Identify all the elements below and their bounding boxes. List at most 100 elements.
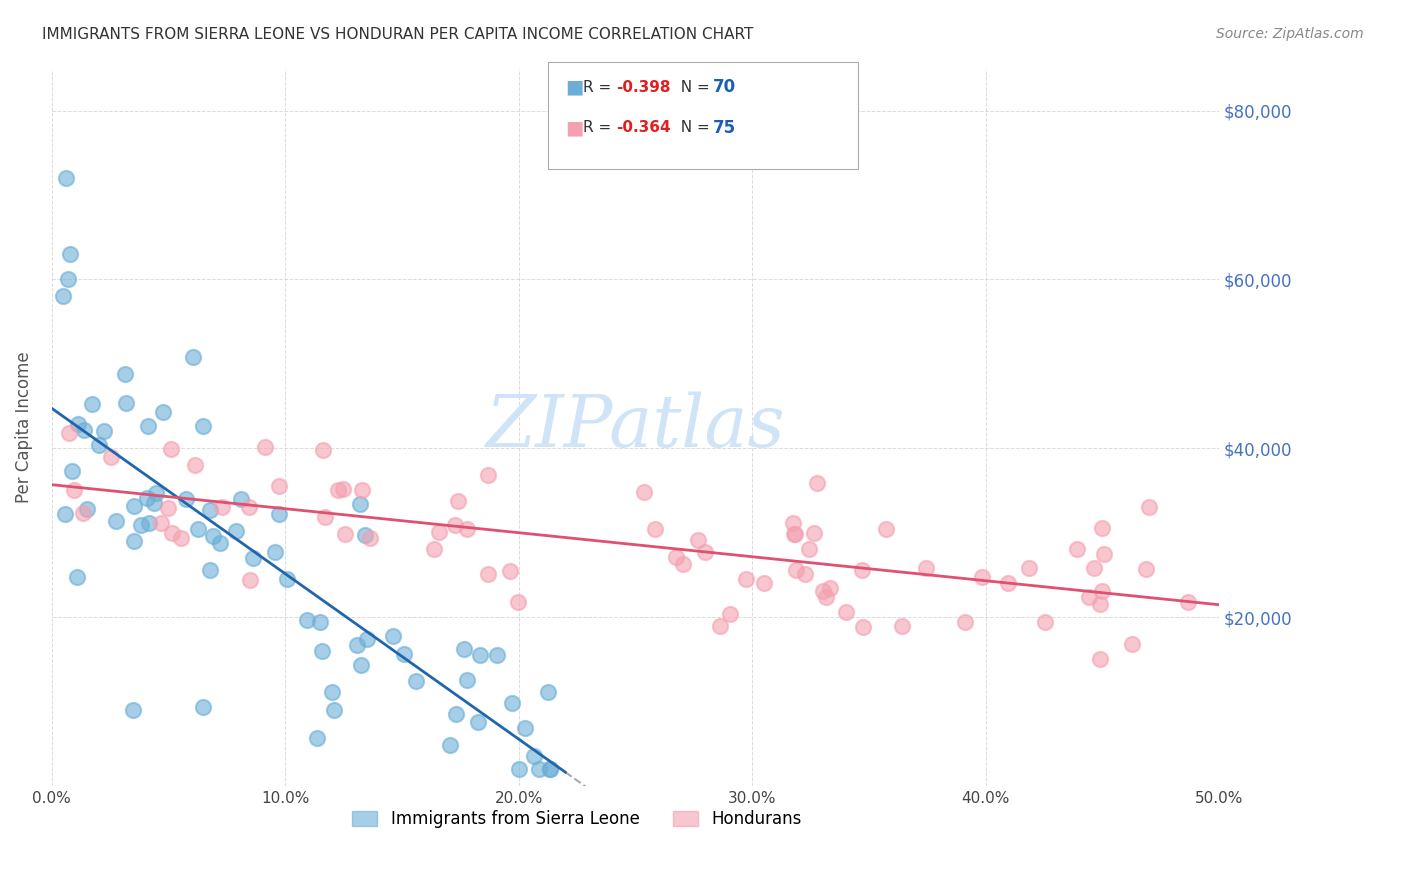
Hondurans	[735, 572, 758, 586]
Hondurans	[446, 494, 468, 508]
Text: N =: N =	[671, 80, 714, 95]
Sierra Leone	[105, 514, 128, 528]
Legend: Immigrants from Sierra Leone, Hondurans: Immigrants from Sierra Leone, Hondurans	[346, 804, 808, 835]
Sierra Leone	[405, 673, 427, 688]
Sierra Leone	[350, 658, 373, 673]
Hondurans	[160, 525, 183, 540]
Sierra Leone	[346, 638, 368, 652]
Sierra Leone	[444, 707, 467, 722]
Text: N =: N =	[671, 120, 714, 135]
Hondurans	[806, 475, 828, 490]
Sierra Leone	[136, 419, 159, 434]
Sierra Leone	[225, 524, 247, 539]
Sierra Leone	[508, 762, 530, 776]
Text: -0.364: -0.364	[616, 120, 671, 135]
Hondurans	[783, 526, 806, 541]
Hondurans	[326, 483, 349, 497]
Hondurans	[644, 522, 666, 536]
Hondurans	[718, 607, 741, 622]
Hondurans	[350, 483, 373, 497]
Sierra Leone	[181, 350, 204, 364]
Hondurans	[160, 442, 183, 456]
Hondurans	[444, 518, 467, 533]
Hondurans	[1033, 615, 1056, 629]
Hondurans	[1092, 547, 1115, 561]
Sierra Leone	[56, 272, 79, 286]
Sierra Leone	[392, 647, 415, 661]
Sierra Leone	[129, 517, 152, 532]
Sierra Leone	[231, 492, 253, 507]
Hondurans	[953, 615, 976, 629]
Sierra Leone	[305, 731, 328, 745]
Hondurans	[1091, 521, 1114, 535]
Sierra Leone	[501, 696, 523, 710]
Hondurans	[359, 531, 381, 545]
Hondurans	[58, 426, 80, 441]
Hondurans	[1083, 560, 1105, 574]
Hondurans	[970, 570, 993, 584]
Hondurans	[1121, 637, 1143, 651]
Sierra Leone	[453, 642, 475, 657]
Hondurans	[783, 526, 806, 541]
Sierra Leone	[468, 648, 491, 662]
Hondurans	[785, 562, 807, 576]
Sierra Leone	[209, 536, 232, 550]
Hondurans	[253, 440, 276, 454]
Hondurans	[63, 483, 86, 497]
Sierra Leone	[176, 491, 198, 506]
Hondurans	[239, 573, 262, 587]
Hondurans	[813, 584, 835, 599]
Text: ZIPatlas: ZIPatlas	[485, 392, 785, 462]
Text: R =: R =	[583, 80, 617, 95]
Text: IMMIGRANTS FROM SIERRA LEONE VS HONDURAN PER CAPITA INCOME CORRELATION CHART: IMMIGRANTS FROM SIERRA LEONE VS HONDURAN…	[42, 27, 754, 42]
Hondurans	[423, 542, 446, 557]
Hondurans	[835, 605, 858, 619]
Sierra Leone	[66, 417, 89, 432]
Sierra Leone	[311, 644, 333, 658]
Sierra Leone	[93, 424, 115, 438]
Text: 75: 75	[713, 119, 735, 136]
Hondurans	[754, 576, 776, 591]
Sierra Leone	[136, 491, 159, 506]
Hondurans	[997, 575, 1019, 590]
Hondurans	[1088, 652, 1111, 666]
Sierra Leone	[523, 749, 546, 764]
Hondurans	[633, 485, 655, 500]
Hondurans	[664, 550, 686, 565]
Sierra Leone	[269, 507, 291, 521]
Hondurans	[156, 500, 179, 515]
Sierra Leone	[76, 502, 98, 516]
Hondurans	[815, 591, 838, 605]
Sierra Leone	[115, 395, 138, 409]
Sierra Leone	[152, 405, 174, 419]
Hondurans	[238, 500, 260, 514]
Sierra Leone	[122, 534, 145, 549]
Sierra Leone	[309, 615, 332, 629]
Sierra Leone	[529, 762, 551, 776]
Sierra Leone	[456, 673, 478, 687]
Hondurans	[686, 533, 709, 547]
Sierra Leone	[191, 419, 214, 434]
Hondurans	[499, 564, 522, 578]
Hondurans	[1137, 500, 1160, 515]
Hondurans	[332, 482, 354, 496]
Sierra Leone	[322, 703, 344, 717]
Hondurans	[506, 595, 529, 609]
Sierra Leone	[538, 762, 561, 776]
Hondurans	[1135, 562, 1157, 576]
Sierra Leone	[145, 486, 167, 500]
Sierra Leone	[198, 502, 221, 516]
Sierra Leone	[143, 496, 166, 510]
Sierra Leone	[264, 545, 287, 559]
Sierra Leone	[537, 685, 560, 699]
Hondurans	[1077, 590, 1099, 604]
Sierra Leone	[439, 738, 461, 752]
Text: ■: ■	[565, 118, 583, 137]
Sierra Leone	[297, 613, 319, 627]
Hondurans	[72, 506, 94, 520]
Sierra Leone	[198, 563, 221, 577]
Text: -0.398: -0.398	[616, 80, 671, 95]
Hondurans	[1177, 594, 1199, 608]
Sierra Leone	[59, 247, 82, 261]
Sierra Leone	[193, 700, 215, 714]
